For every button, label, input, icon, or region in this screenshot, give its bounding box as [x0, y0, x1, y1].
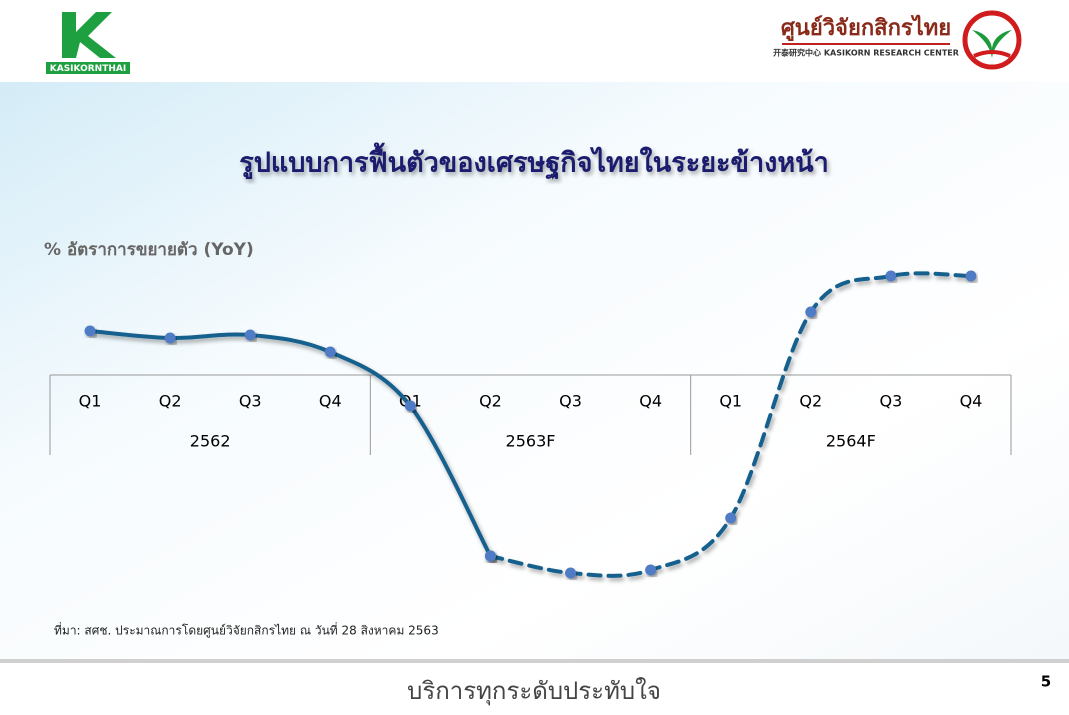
left-logo: KASIKORNTHAI [46, 12, 130, 74]
data-point [324, 346, 336, 358]
x-tick-label: Q2 [799, 392, 822, 411]
group-label: 2563F [506, 432, 556, 451]
data-point [164, 332, 176, 344]
x-tick-label: Q2 [479, 392, 502, 411]
footer-rule [0, 659, 1069, 663]
right-logo: ศูนย์วิจัยกสิกรไทย 开泰研究中心 KASIKORN RESEA… [773, 10, 1022, 70]
page-number: 5 [1041, 673, 1051, 691]
data-point [805, 306, 817, 318]
x-tick-label: Q1 [79, 392, 102, 411]
data-point [484, 550, 496, 562]
category-table: Q1Q2Q3Q4Q1Q2Q3Q4Q1Q2Q3Q425622563F2564F [49, 374, 1012, 455]
data-point [244, 329, 256, 341]
x-tick-label: Q4 [319, 392, 342, 411]
x-tick-label: Q1 [719, 392, 742, 411]
data-point [404, 400, 416, 412]
x-tick-label: Q3 [559, 392, 582, 411]
left-logo-text: KASIKORNTHAI [50, 64, 126, 74]
group-label: 2562 [190, 432, 231, 451]
x-tick-label: Q4 [960, 392, 983, 411]
data-point [725, 512, 737, 524]
y-axis-label: % อัตราการขยายตัว (YoY) [44, 240, 254, 260]
chart-title: รูปแบบการฟื้นตัวของเศรษฐกิจไทยในระยะข้าง… [239, 142, 829, 181]
plot [84, 270, 977, 579]
x-tick-label: Q3 [879, 392, 902, 411]
x-tick-label: Q2 [159, 392, 182, 411]
data-point [84, 325, 96, 337]
data-point [965, 270, 977, 282]
x-tick-label: Q3 [239, 392, 262, 411]
content-band [0, 82, 1069, 660]
source-note: ที่มา: สศช. ประมาณการโดยศูนย์วิจัยกสิกรไ… [54, 622, 439, 639]
data-point [645, 564, 657, 576]
right-logo-subtitle: 开泰研究中心 KASIKORN RESEARCH CENTER [773, 48, 959, 58]
data-point [885, 270, 897, 282]
footer-slogan: บริการทุกระดับประทับใจ [407, 677, 661, 706]
x-tick-label: Q4 [639, 392, 662, 411]
data-point [565, 567, 577, 579]
group-label: 2564F [826, 432, 876, 451]
right-logo-title: ศูนย์วิจัยกสิกรไทย [781, 14, 951, 42]
